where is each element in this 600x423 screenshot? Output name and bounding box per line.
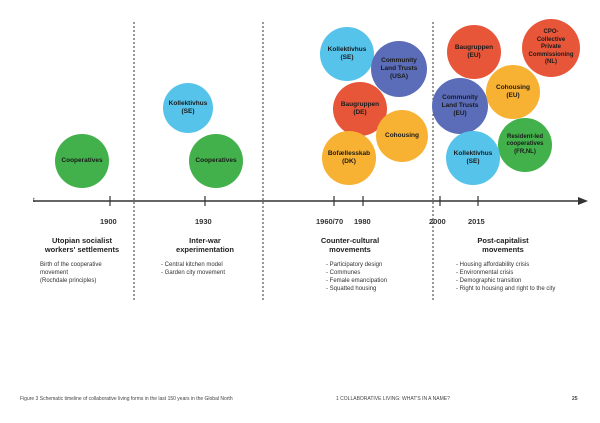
figure-caption: Figure 3 Schematic timeline of collabora… <box>20 396 233 402</box>
period-description: - Central kitchen model - Garden city mo… <box>145 261 265 277</box>
bubble-resident-led: Resident-led cooperatives (FR,NL) <box>498 118 552 172</box>
year-label-2015: 2015 <box>468 217 485 226</box>
period-item: - Garden city movement <box>161 269 226 276</box>
period-item: - Environmental crisis <box>456 269 514 276</box>
chapter-title: 1 COLLABORATIVE LIVING: WHAT'S IN A NAME… <box>336 396 450 402</box>
period-interwar: Inter-war experimentation - Central kitc… <box>145 236 265 277</box>
year-label-2000: 2000 <box>429 217 446 226</box>
period-title: Utopian socialist workers' settlements <box>44 236 120 255</box>
period-post-capitalist: Post-capitalist movements - Housing affo… <box>428 236 578 293</box>
bubble-clt-eu: Community Land Trusts (EU) <box>432 78 488 134</box>
period-item: - Demographic transition <box>456 277 522 284</box>
year-label-1900: 1900 <box>100 217 117 226</box>
period-item: Birth of the cooperative movement (Rochd… <box>40 261 102 284</box>
bubble-clt-usa: Community Land Trusts (USA) <box>371 41 427 97</box>
bubble-baugruppen-eu: Baugruppen (EU) <box>447 25 501 79</box>
period-item: - Right to housing and right to the city <box>456 286 556 293</box>
period-counter-cultural: Counter-cultural movements - Participato… <box>290 236 410 293</box>
period-description: - Participatory design - Communes - Fema… <box>290 261 410 293</box>
bubble-cooperatives-1930: Cooperatives <box>189 134 243 188</box>
bubble-kollektivhus-se: Kollektivhus (SE) <box>320 27 374 81</box>
period-item: - Central kitchen model <box>161 261 223 268</box>
bubble-cooperatives-1900: Cooperatives <box>55 134 109 188</box>
period-description: - Housing affordability crisis - Environ… <box>428 261 578 293</box>
period-utopian: Utopian socialist workers' settlements B… <box>22 236 142 285</box>
bubble-cohousing-1980: Cohousing <box>376 110 428 162</box>
period-title: Inter-war experimentation <box>176 236 234 255</box>
year-label-1930: 1930 <box>195 217 212 226</box>
bubble-kollektivhus-2015: Kollektivhus (SE) <box>446 131 500 185</box>
bubble-bofaellesskab: Bofællesskab (DK) <box>322 131 376 185</box>
period-description: Birth of the cooperative movement (Rochd… <box>22 261 142 285</box>
period-item: - Communes <box>326 269 361 276</box>
period-title: Counter-cultural movements <box>320 236 380 255</box>
period-item: - Housing affordability crisis <box>456 261 530 268</box>
period-item: - Female emancipation <box>326 277 388 284</box>
page-number: 25 <box>572 396 578 402</box>
bubble-cohousing-eu: Cohousing (EU) <box>486 65 540 119</box>
year-label-1960-70: 1960/70 <box>316 217 344 226</box>
year-label-1980: 1980 <box>354 217 371 226</box>
axis-arrowhead <box>578 197 588 205</box>
period-item: - Participatory design <box>326 261 383 268</box>
bubble-cpo: CPO- Collective Private Commissioning (N… <box>522 19 580 77</box>
bubble-kollektivhus-1930: Kollektivhus (SE) <box>163 83 213 133</box>
axis-start-label: t <box>33 197 35 204</box>
period-title: Post-capitalist movements <box>477 236 529 255</box>
period-item: - Squatted housing <box>326 286 377 293</box>
